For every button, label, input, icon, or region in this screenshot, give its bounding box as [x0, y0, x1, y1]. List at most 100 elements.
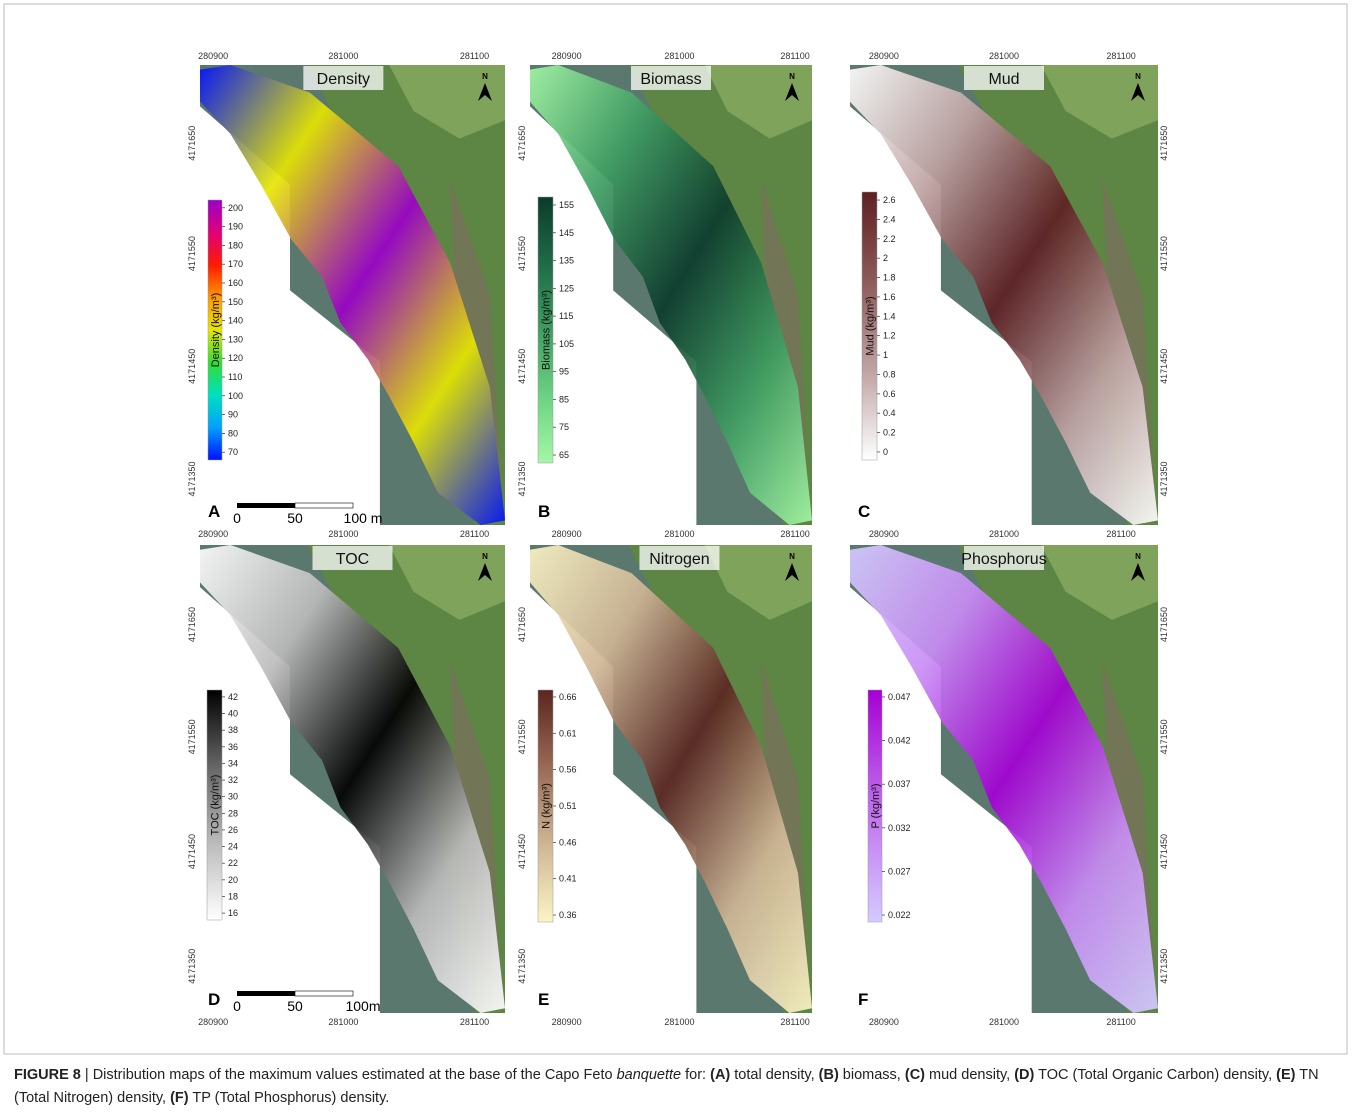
y-tick-label: 4171550	[517, 236, 527, 271]
north-label: N	[482, 72, 488, 81]
figure-frame	[3, 3, 1348, 1055]
colorbar	[861, 191, 878, 461]
title-box	[964, 66, 1044, 90]
fields	[704, 545, 812, 620]
y-tick-label: 4171650	[187, 126, 197, 161]
colorbar-tick-label: 105	[559, 339, 574, 349]
map-panel: Biomass NB2809002809002810002810002811002…	[517, 51, 812, 539]
colorbar-tick-label: 70	[228, 447, 238, 457]
panel-title: Phosphorus	[961, 551, 1046, 568]
colorbar-tick-label: 200	[228, 203, 243, 213]
colorbar-tick-label: 1.4	[883, 311, 896, 321]
scalebar-label: 0	[233, 510, 241, 526]
panel-title: Density	[317, 71, 370, 88]
x-tick-label: 280900	[198, 529, 228, 539]
caption-text: for:	[681, 1067, 711, 1083]
colorbar-tick-label: 1.2	[883, 331, 896, 341]
north-label: N	[482, 552, 488, 561]
colorbar-tick-label: 65	[559, 450, 569, 460]
x-tick-label: 281100	[1106, 51, 1135, 61]
colorbar-tick-label: 22	[228, 858, 238, 868]
colorbar-tick-label: 0.032	[888, 823, 911, 833]
caption-text: total density,	[730, 1067, 819, 1083]
title-box	[312, 546, 393, 570]
north-label: N	[1135, 552, 1141, 561]
colorbar-tick-label: 18	[228, 891, 238, 901]
colorbar-tick-label: 0.027	[888, 866, 911, 876]
panel-title: Biomass	[640, 71, 701, 88]
colorbar-tick-label: 30	[228, 792, 238, 802]
caption-text: TP (Total Phosphorus) density.	[188, 1090, 390, 1106]
y-tick-label: 4171350	[187, 461, 197, 496]
colorbar-tick-label: 75	[559, 422, 569, 432]
caption: FIGURE 8 | Distribution maps of the maxi…	[14, 1064, 1340, 1110]
colorbar-label: Mud (kg/m³)	[865, 296, 877, 355]
x-tick-label: 281100	[1106, 529, 1135, 539]
colorbar-tick-label: 0.6	[883, 389, 896, 399]
panel-letter: B	[538, 502, 550, 521]
banquette	[200, 545, 505, 1013]
colorbar-label: Biomass (kg/m³)	[541, 290, 553, 370]
title-box	[303, 66, 384, 90]
colorbar-tick-label: 0.037	[888, 779, 911, 789]
fields	[704, 65, 812, 139]
fields	[1041, 65, 1158, 139]
colorbar	[207, 199, 223, 461]
scalebar-label: 100 m	[344, 510, 383, 526]
caption-text: (C)	[904, 1067, 926, 1083]
colorbar-tick-label: 26	[228, 825, 238, 835]
x-tick-label: 280900	[552, 51, 582, 61]
x-tick-label: 281100	[1106, 1017, 1135, 1027]
caption-text: (B)	[818, 1067, 839, 1083]
x-tick-label: 280900	[869, 1017, 899, 1027]
y-tick-label: 4171450	[517, 349, 527, 384]
north-arrow	[785, 83, 799, 101]
colorbar-tick-label: 95	[559, 367, 569, 377]
colorbar-tick-label: 150	[228, 297, 243, 307]
colorbar-label: P (kg/m³)	[870, 783, 882, 828]
colorbar-tick-label: 0.46	[559, 837, 577, 847]
north-arrow	[478, 563, 492, 581]
colorbar-tick-label: 0.66	[559, 692, 577, 702]
colorbar-tick-label: 0.56	[559, 765, 577, 775]
scalebar-label: 50	[287, 510, 303, 526]
colorbar-tick-label: 2.6	[883, 195, 896, 205]
panel-letter: C	[858, 502, 870, 521]
x-tick-label: 280900	[198, 51, 228, 61]
scalebar-black	[237, 503, 295, 508]
panel-letter: A	[208, 502, 220, 521]
y-tick-label: 4171350	[517, 461, 527, 496]
y-tick-label: 4171650	[1159, 126, 1169, 161]
caption-text: (E)	[1276, 1067, 1296, 1083]
caption-text: biomass,	[838, 1067, 905, 1083]
colorbar-tick-label: 24	[228, 842, 238, 852]
colorbar-tick-label: 0.61	[559, 728, 577, 738]
caption-label: FIGURE 8	[14, 1067, 81, 1083]
caption-text: TOC (Total Organic Carbon) density,	[1034, 1067, 1277, 1083]
scalebar-label: 100m	[345, 998, 380, 1014]
north-label: N	[789, 552, 795, 561]
colorbar-tick-label: 190	[228, 222, 243, 232]
colorbar-tick-label: 0.022	[888, 910, 911, 920]
x-tick-label: 281000	[989, 51, 1019, 61]
colorbar-tick-label: 0.41	[559, 874, 577, 884]
panel-letter: E	[538, 990, 549, 1009]
colorbar-tick-label: 0.047	[888, 692, 911, 702]
colorbar-tick-label: 80	[228, 428, 238, 438]
colorbar-tick-label: 38	[228, 725, 238, 735]
scalebar-label: 50	[287, 998, 303, 1014]
x-tick-label: 281000	[664, 51, 694, 61]
banquette	[530, 545, 812, 1013]
colorbar-tick-label: 155	[559, 200, 574, 210]
north-arrow	[478, 83, 492, 101]
colorbar-tick-label: 0.4	[883, 408, 896, 418]
y-tick-label: 4171550	[1159, 719, 1169, 754]
colorbar-tick-label: 85	[559, 394, 569, 404]
panel-title: TOC	[336, 551, 369, 568]
panel-title: Nitrogen	[649, 551, 709, 568]
x-tick-label: 280900	[552, 1017, 582, 1027]
colorbar-label: TOC (kg/m³)	[210, 775, 222, 836]
map-panel: Mud N C 280900 280900 281000 281000 281100 28110…	[850, 51, 1169, 539]
fields	[389, 545, 505, 620]
colorbar	[867, 689, 883, 923]
